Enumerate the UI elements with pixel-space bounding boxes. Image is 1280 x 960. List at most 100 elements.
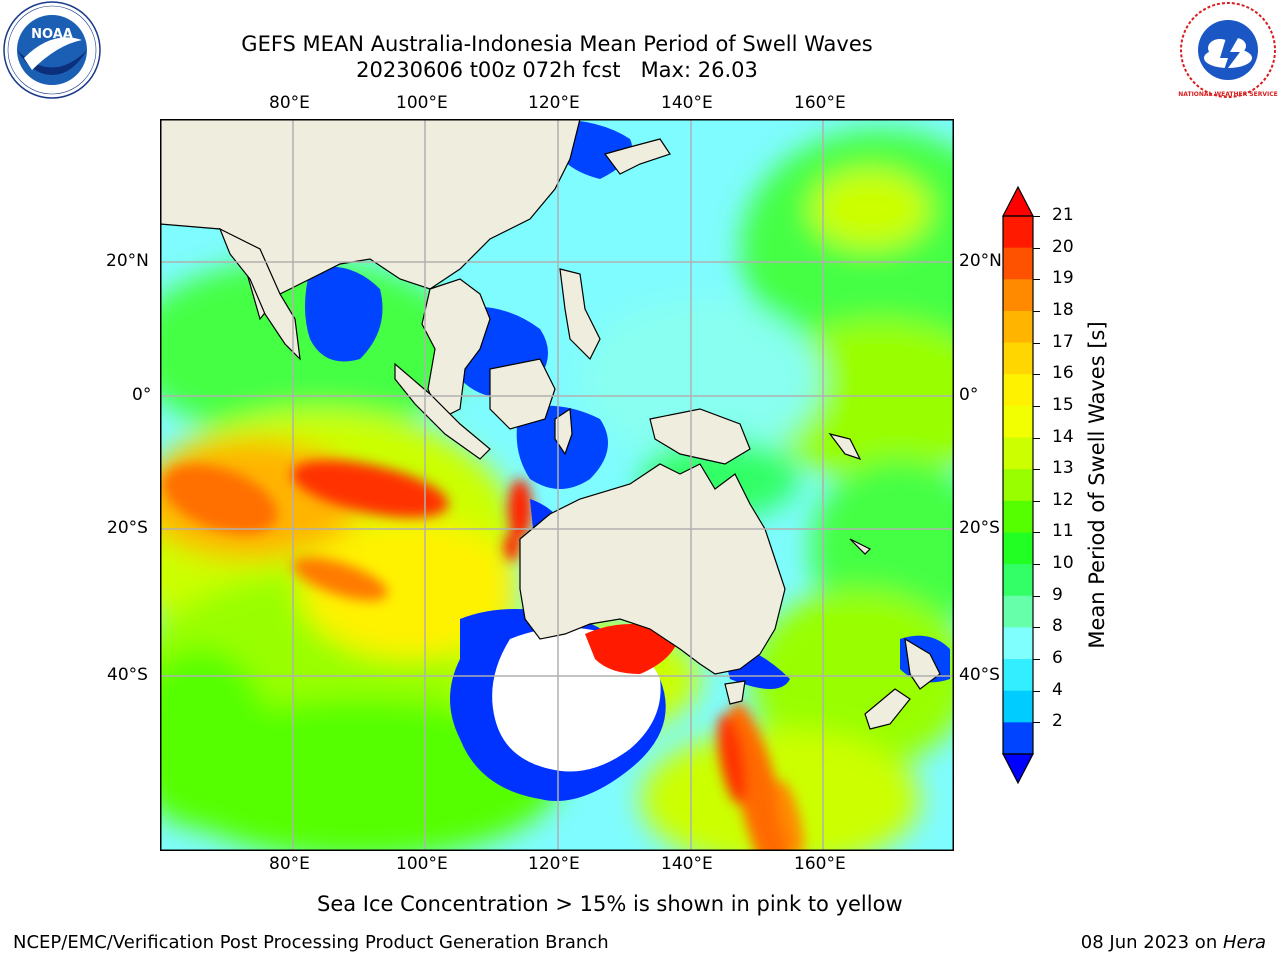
colorbar-tick-mark — [1033, 342, 1040, 344]
colorbar-tick-mark — [1033, 722, 1040, 724]
colorbar-tick-label: 18 — [1052, 299, 1074, 320]
colorbar-tick-mark — [1033, 564, 1040, 566]
graticule — [160, 119, 954, 851]
lat-label-right-40s: 40°S — [959, 665, 1000, 685]
colorbar-tick-label: 11 — [1052, 521, 1074, 542]
landmass-sulawesi — [554, 407, 573, 456]
lon-label-bottom-140e: 140°E — [661, 854, 713, 874]
colorbar-tick-label: 15 — [1052, 394, 1074, 415]
colorbar-segment — [1003, 216, 1033, 249]
colorbar-tick-label: 16 — [1052, 363, 1074, 384]
landmass-philippines — [559, 268, 601, 361]
lat-label-right-20s: 20°S — [959, 518, 1000, 538]
colorbar-segment — [1003, 469, 1033, 502]
colorbar-segment — [1003, 532, 1033, 565]
lat-label-right-0: 0° — [959, 385, 979, 405]
lon-label-top-120e: 120°E — [528, 93, 580, 113]
colorbar-tick-mark — [1033, 437, 1040, 439]
landmass-tasmania — [724, 680, 746, 705]
colorbar-tick-label: 20 — [1052, 236, 1074, 257]
colorbar-tick-mark — [1033, 659, 1040, 661]
credit-text: NCEP/EMC/Verification Post Processing Pr… — [13, 932, 609, 953]
colorbar-segment — [1003, 595, 1033, 628]
colorbar-tick-mark — [1033, 500, 1040, 502]
chart-title: GEFS MEAN Australia-Indonesia Mean Perio… — [241, 32, 873, 56]
colorbar-tick-label: 9 — [1052, 584, 1063, 605]
lat-label-left-0: 0° — [132, 385, 152, 405]
colorbar-tick-label: 19 — [1052, 268, 1074, 289]
colorbar-tick-mark — [1033, 690, 1040, 692]
colorbar-tick-mark — [1033, 310, 1040, 312]
colorbar-tick-mark — [1033, 279, 1040, 281]
lat-label-right-20n: 20°N — [959, 251, 1002, 271]
colorbar-segment — [1003, 627, 1033, 660]
colorbar — [1002, 185, 1034, 785]
colorbar-tick-label: 6 — [1052, 648, 1063, 669]
machine-name: Hera — [1222, 932, 1266, 953]
colorbar-segment — [1003, 722, 1033, 755]
colorbar-segment — [1003, 437, 1033, 470]
lon-label-bottom-80e: 80°E — [269, 854, 310, 874]
colorbar-tick-label: 2 — [1052, 711, 1063, 732]
land — [160, 119, 941, 730]
colorbar-tick-label: 14 — [1052, 426, 1074, 447]
noaa-logo-text: NOAA — [31, 27, 73, 42]
lon-label-bottom-160e: 160°E — [794, 854, 846, 874]
colorbar-segment — [1003, 659, 1033, 692]
lon-label-top-100e: 100°E — [396, 93, 448, 113]
date-text: 08 Jun 2023 on — [1080, 932, 1223, 953]
colorbar-tick-mark — [1033, 247, 1040, 249]
colorbar-label: Mean Period of Swell Waves [s] — [1085, 321, 1109, 649]
landmass-japan — [603, 138, 671, 175]
colorbar-segment — [1003, 310, 1033, 344]
high-period-streaks — [162, 460, 804, 851]
colorbar-segment — [1003, 500, 1033, 533]
date-stamp: 08 Jun 2023 on Hera — [1081, 932, 1266, 953]
bight-hotspot — [585, 624, 680, 674]
colorbar-tick-label: 13 — [1052, 458, 1074, 479]
lon-label-bottom-100e: 100°E — [396, 854, 448, 874]
colorbar-tick-mark — [1033, 374, 1040, 376]
colorbar-tick-label: 12 — [1052, 489, 1074, 510]
colorbar-tick-label: 21 — [1052, 205, 1074, 225]
colorbar-segment — [1003, 342, 1033, 375]
landmass-nz-south — [864, 688, 911, 730]
colorbar-tick-mark — [1033, 216, 1040, 217]
colorbar-tick-mark — [1033, 595, 1040, 597]
colorbar-segment — [1003, 690, 1033, 723]
lat-label-left-20s: 20°S — [107, 518, 148, 538]
colorbar-tick-label: 10 — [1052, 553, 1074, 574]
noaa-logo: NOAA — [3, 1, 101, 99]
lon-label-top-160e: 160°E — [794, 93, 846, 113]
colorbar-over-triangle — [1002, 185, 1034, 217]
lon-label-top-140e: 140°E — [661, 93, 713, 113]
lon-label-top-80e: 80°E — [269, 93, 310, 113]
colorbar-tick-mark — [1033, 469, 1040, 471]
landmass-new-guinea — [649, 408, 751, 465]
colorbar-segment — [1003, 279, 1033, 312]
colorbar-segment — [1003, 374, 1033, 407]
colorbar-segment — [1003, 405, 1033, 439]
lat-label-left-20n: 20°N — [106, 251, 149, 271]
colorbar-tick-mark — [1033, 627, 1040, 629]
lon-label-bottom-120e: 120°E — [528, 854, 580, 874]
sea-ice-note: Sea Ice Concentration > 15% is shown in … — [317, 892, 903, 916]
colorbar-tick-label: 4 — [1052, 679, 1063, 700]
landmass-borneo — [489, 358, 556, 430]
colorbar-tick-mark — [1033, 532, 1040, 534]
colorbar-under-triangle — [1002, 753, 1034, 785]
landmass-indochina — [421, 278, 491, 420]
map-frame — [160, 119, 954, 851]
nws-logo-text: NATIONAL WEATHER SERVICE — [1178, 91, 1277, 98]
colorbar-segment — [1003, 247, 1033, 280]
landmass-sumatra — [394, 362, 491, 460]
landmass-australia — [519, 463, 786, 675]
colorbar-tick-label: 8 — [1052, 616, 1063, 637]
colorbar-tick-label: 17 — [1052, 331, 1074, 352]
lat-label-left-40s: 40°S — [107, 665, 148, 685]
colorbar-tick-mark — [1033, 405, 1040, 407]
nws-logo: NATIONAL WEATHER SERVICE — [1178, 2, 1278, 98]
chart-subtitle: 20230606 t00z 072h fcst Max: 26.03 — [356, 58, 758, 82]
colorbar-segment — [1003, 564, 1033, 597]
swell-period-map — [160, 119, 954, 851]
